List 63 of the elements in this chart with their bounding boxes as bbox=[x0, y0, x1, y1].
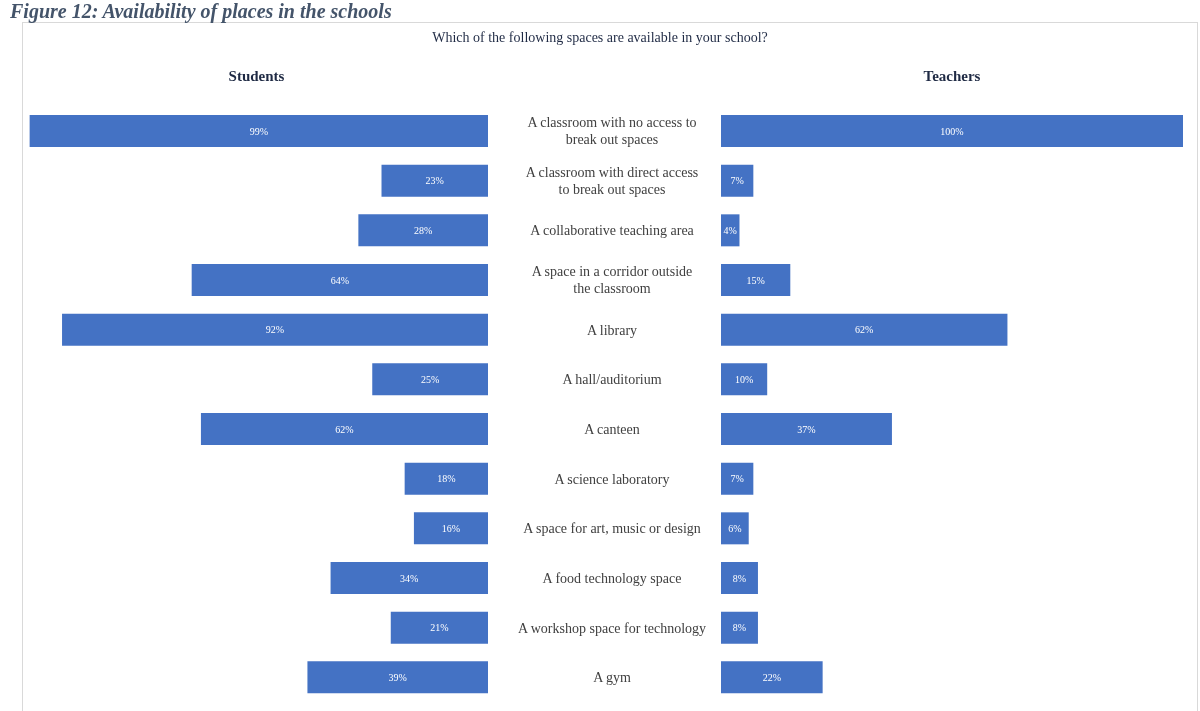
bar bbox=[721, 264, 791, 296]
data-label: 21% bbox=[430, 622, 449, 634]
bar bbox=[390, 611, 488, 644]
data-label: 7% bbox=[730, 473, 744, 485]
data-label: 37% bbox=[797, 423, 816, 435]
bar bbox=[721, 611, 758, 644]
bar bbox=[307, 661, 488, 694]
bar bbox=[62, 313, 488, 346]
bar bbox=[721, 363, 768, 396]
data-label: 99% bbox=[249, 125, 268, 137]
data-label: 23% bbox=[425, 175, 444, 187]
data-label: 10% bbox=[734, 373, 754, 385]
y-tick-label: A library bbox=[586, 322, 638, 337]
y-tick-label: A classroom with direct access to break out spaces bbox=[525, 164, 699, 197]
data-label: 62% bbox=[855, 324, 874, 336]
data-label: 39% bbox=[388, 671, 407, 683]
y-tick-label: A canteen bbox=[584, 421, 640, 437]
data-label: 92% bbox=[265, 324, 285, 336]
bar bbox=[721, 164, 754, 197]
data-label: 18% bbox=[437, 473, 456, 485]
bar bbox=[413, 512, 488, 545]
data-label: 22% bbox=[762, 671, 781, 683]
data-label: 28% bbox=[414, 224, 433, 236]
y-tick-label: A food technology space bbox=[542, 570, 682, 586]
data-label: 100% bbox=[940, 125, 964, 137]
data-label: 34% bbox=[400, 572, 419, 584]
y-tick-label: A science laboratory bbox=[554, 471, 670, 486]
bar bbox=[372, 363, 488, 396]
bar bbox=[358, 214, 488, 247]
y-tick-label: A collaborative teaching area bbox=[530, 222, 695, 238]
text: Teachers bbox=[922, 68, 982, 85]
y-tick-label: A space for art, music or design bbox=[523, 520, 701, 536]
data-label: 6% bbox=[728, 522, 742, 534]
data-label: 7% bbox=[730, 175, 744, 187]
bar bbox=[721, 661, 823, 694]
bar bbox=[200, 413, 488, 445]
y-tick-label: A gym bbox=[593, 669, 631, 685]
data-label: 25% bbox=[420, 373, 440, 385]
bar bbox=[29, 115, 488, 147]
bar bbox=[404, 462, 488, 495]
text: Students bbox=[227, 68, 286, 85]
bar bbox=[381, 164, 488, 197]
y-tick-label: A hall/auditorium bbox=[562, 371, 662, 387]
bar bbox=[721, 512, 749, 545]
data-label: 8% bbox=[732, 622, 747, 634]
data-label: 64% bbox=[330, 274, 350, 286]
data-label: 4% bbox=[723, 224, 737, 236]
y-tick-label: A space in a corridor outside the classroom bbox=[531, 263, 693, 296]
bar bbox=[191, 264, 488, 296]
data-label: 15% bbox=[746, 274, 765, 286]
data-label: 16% bbox=[441, 522, 461, 534]
y-tick-label: A classroom with no access to break out spaces bbox=[527, 114, 697, 147]
data-label: 62% bbox=[335, 423, 354, 435]
bar bbox=[721, 313, 1008, 346]
data-label: 8% bbox=[732, 572, 747, 584]
bar bbox=[330, 562, 488, 594]
chart-title: Figure 12: Availability of places in the schools bbox=[10, 0, 392, 23]
bar bbox=[721, 462, 754, 495]
bar bbox=[721, 562, 758, 594]
y-tick-label: A workshop space for technology bbox=[517, 620, 707, 635]
bar bbox=[721, 115, 1183, 147]
text: Which of the following spaces are available in your school? bbox=[431, 30, 769, 46]
bar bbox=[721, 413, 892, 445]
